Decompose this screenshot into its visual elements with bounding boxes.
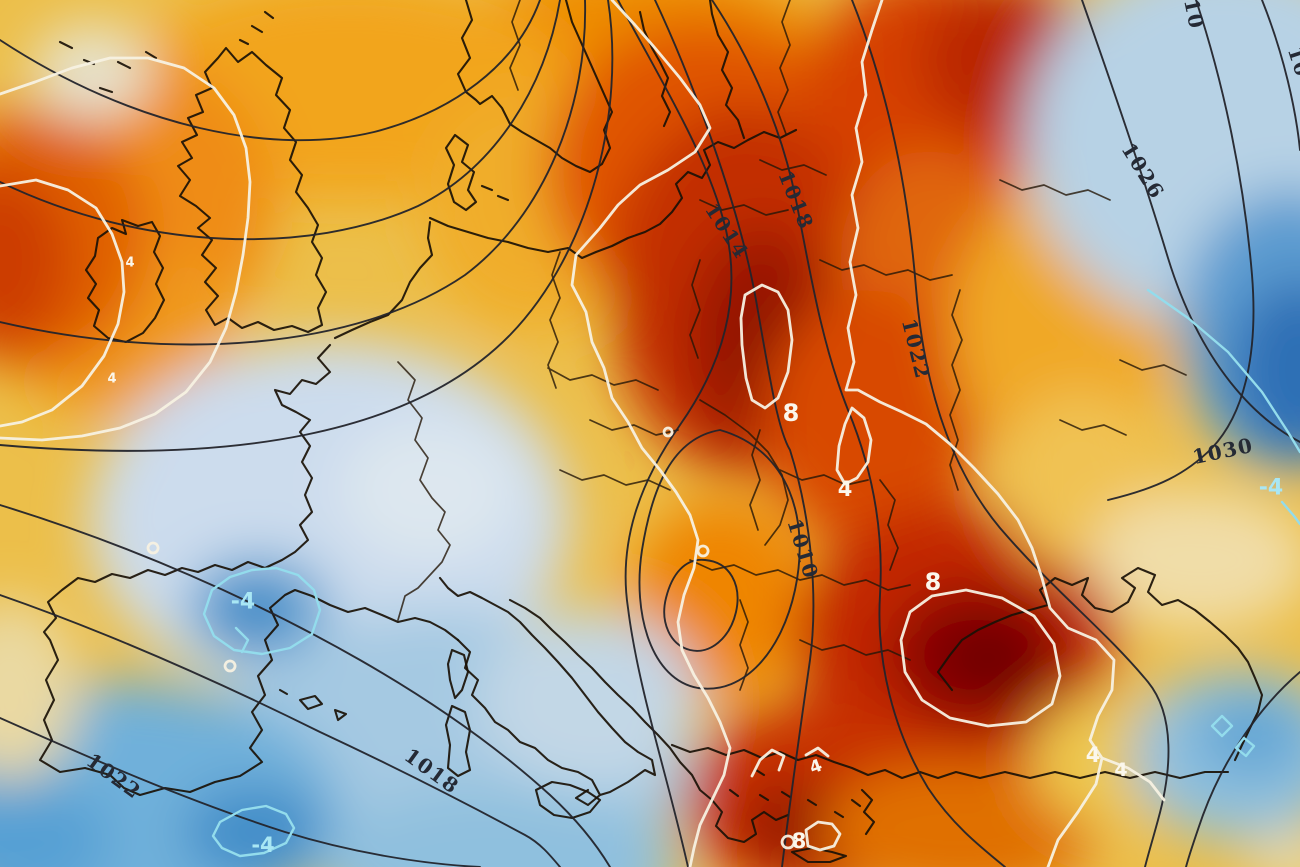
warm-anomaly-label: 4: [838, 477, 853, 501]
warm-contour-8-loop-center: [739, 283, 794, 410]
isobar-corner-ne: [1261, 0, 1300, 151]
warm-contour-greece-scraps: [750, 746, 830, 778]
coast-france-iberia: [38, 220, 460, 797]
isobar-arc-4: [0, 0, 614, 452]
cold-contour-turkey-specks: [1210, 714, 1256, 758]
coast-sicily-sardinia-corsica: [444, 648, 602, 820]
warm-anomaly-contours: [0, 0, 1166, 867]
coast-balearics: [278, 688, 348, 722]
warm-contour-8-loop-southeast: [899, 588, 1062, 728]
warm-contour-main-boundary: [570, 0, 732, 867]
coast-scottish-isles: [58, 10, 275, 94]
cold-anomaly-label: -4: [231, 590, 255, 615]
cold-contour-france-loop: [202, 566, 322, 656]
warm-anomaly-label: 4: [125, 256, 134, 271]
coast-adriatic-greece: [508, 598, 862, 864]
isobar-1022: [851, 0, 1170, 867]
coast-ireland: [84, 218, 166, 344]
isobar-1010-inner: [663, 559, 739, 652]
isobar-corner-se: [1185, 671, 1300, 867]
isobar-arc-2: [0, 0, 561, 241]
isobar-arc-1: [0, 0, 541, 142]
coast-black-sea: [936, 566, 1264, 762]
warm-anomaly-label: 8: [925, 568, 942, 596]
isobar-sw-1: [0, 504, 611, 867]
warm-contour-east-boundary: [844, 0, 1166, 867]
warm-anomaly-label: 8: [783, 399, 800, 427]
isobar-1018: [711, 0, 1006, 867]
isobar-arc-3: [0, 0, 587, 346]
coast-great-britain: [176, 46, 328, 334]
warm-contour-uk-inner: [0, 178, 126, 428]
country-borders: [397, 0, 1187, 691]
cold-anomaly-contours: [202, 288, 1300, 858]
isobar-1030: [1107, 0, 1255, 501]
isobar-mid: [654, 0, 815, 867]
cold-contour-northeast: [1146, 288, 1300, 526]
warm-anomaly-label: 4: [107, 372, 116, 387]
warm-anomaly-label: 4: [1086, 743, 1101, 767]
warm-contour-uk-ring: [0, 56, 252, 442]
isobar-1010-loop: [638, 429, 801, 690]
warm-anomaly-label: 8: [792, 829, 807, 853]
coast-scandinavia-baltic: [428, 0, 798, 260]
coast-italy: [438, 576, 657, 807]
cold-anomaly-label: -4: [1259, 476, 1283, 501]
cold-anomaly-label: -4: [251, 833, 274, 857]
coastlines: [38, 0, 1264, 864]
warm-contour-aegean-loop: [780, 820, 842, 852]
cold-contour-spain-loop: [211, 804, 296, 858]
warm-anomaly-label: 4: [1114, 759, 1127, 781]
isobar-1018-south: [0, 594, 561, 867]
isobar-1022-south: [0, 717, 481, 867]
isobar-1026: [1081, 0, 1300, 443]
coast-aegean-turkey: [670, 743, 1230, 836]
warm-contour-4-loop: [835, 406, 873, 486]
warm-contour-specks: [146, 426, 710, 673]
